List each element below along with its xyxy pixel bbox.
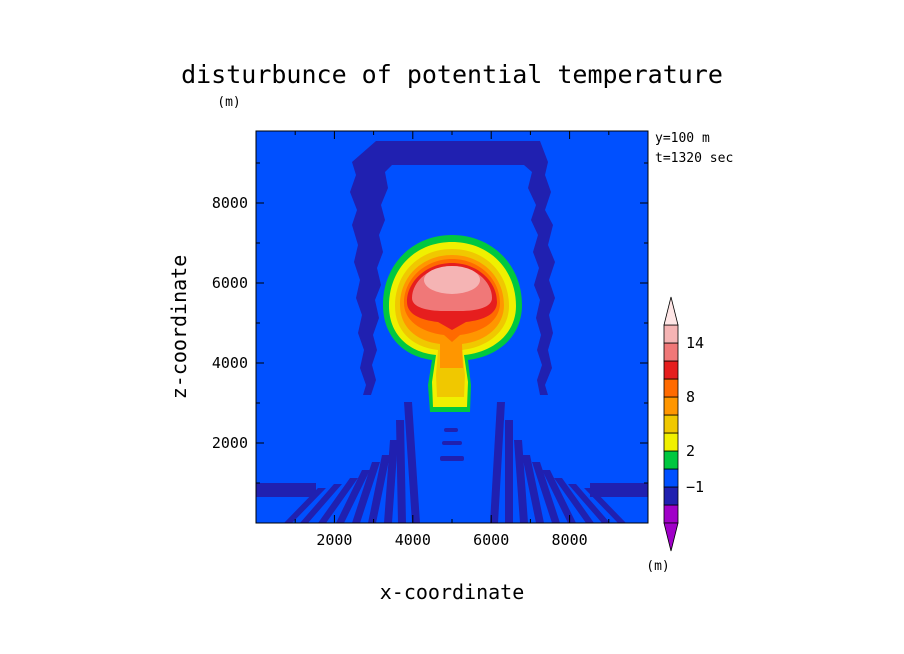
heatmap-field	[256, 131, 648, 523]
colorbar-swatch	[663, 414, 679, 434]
colorbar-swatch	[663, 468, 679, 488]
annotation-y: y=100 m	[655, 131, 710, 146]
colorbar-swatch	[663, 324, 679, 344]
x-tick-label: 4000	[395, 531, 431, 549]
colorbar-tick-label: −1	[686, 478, 704, 496]
colorbar-swatch	[663, 450, 679, 470]
colorbar: 14 8 2 −1	[663, 296, 704, 552]
colorbar-tick-label: 2	[686, 442, 695, 460]
x-axis: 2000 4000 6000 8000	[294, 131, 610, 549]
colorbar-swatch	[663, 486, 679, 506]
colorbar-swatch	[663, 360, 679, 380]
y-tick-label: 4000	[212, 354, 248, 372]
colorbar-tick-label: 14	[686, 334, 704, 352]
y-tick-label: 8000	[212, 194, 248, 212]
y-unit-label: (m)	[217, 95, 240, 110]
x-tick-label: 6000	[473, 531, 509, 549]
x-tick-label: 8000	[552, 531, 588, 549]
colorbar-extend-bottom	[663, 522, 679, 552]
colorbar-swatch	[663, 396, 679, 416]
x-tick-label: 2000	[316, 531, 352, 549]
annotation-t: t=1320 sec	[655, 151, 733, 166]
colorbar-swatch	[663, 378, 679, 398]
bubble-level-14	[424, 266, 480, 294]
colorbar-swatch	[663, 432, 679, 452]
chart-title: disturbunce of potential temperature	[181, 60, 723, 89]
colorbar-extend-top	[663, 296, 679, 326]
colorbar-swatch	[663, 342, 679, 362]
colorbar-unit: (m)	[646, 559, 669, 574]
y-tick-label: 2000	[212, 434, 248, 452]
colorbar-tick-label: 8	[686, 388, 695, 406]
negative-arch-left	[350, 141, 555, 395]
negative-stripes	[256, 402, 648, 523]
y-axis-label: z-coordinate	[167, 255, 191, 400]
y-tick-label: 6000	[212, 274, 248, 292]
y-axis: 2000 4000 6000 8000	[212, 162, 648, 484]
colorbar-swatch	[663, 504, 679, 524]
x-axis-label: x-coordinate	[380, 580, 525, 604]
